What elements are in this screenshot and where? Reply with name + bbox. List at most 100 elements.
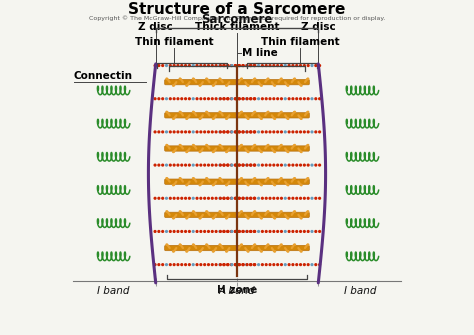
Circle shape — [260, 184, 263, 186]
Circle shape — [161, 197, 164, 200]
Circle shape — [234, 64, 237, 67]
Circle shape — [219, 163, 222, 167]
Circle shape — [180, 230, 183, 233]
Circle shape — [219, 263, 221, 266]
Circle shape — [295, 230, 298, 233]
Circle shape — [260, 150, 263, 153]
Circle shape — [157, 64, 161, 67]
Circle shape — [268, 263, 272, 266]
Circle shape — [237, 97, 241, 100]
Circle shape — [176, 163, 180, 167]
Circle shape — [249, 263, 253, 266]
Circle shape — [165, 144, 168, 147]
Circle shape — [157, 97, 161, 100]
Circle shape — [300, 117, 303, 120]
Circle shape — [253, 97, 256, 100]
Circle shape — [283, 64, 287, 67]
Circle shape — [303, 130, 306, 134]
Circle shape — [318, 263, 321, 266]
Circle shape — [249, 130, 252, 134]
Circle shape — [184, 230, 187, 233]
Text: Thin filament: Thin filament — [261, 37, 339, 47]
Circle shape — [219, 130, 221, 134]
Circle shape — [234, 130, 237, 134]
Circle shape — [180, 263, 183, 266]
Circle shape — [226, 163, 229, 167]
Circle shape — [254, 144, 256, 147]
Circle shape — [234, 197, 237, 200]
Circle shape — [188, 130, 191, 134]
Circle shape — [199, 130, 202, 134]
Circle shape — [238, 64, 241, 67]
Circle shape — [219, 111, 221, 114]
Circle shape — [165, 97, 168, 100]
Circle shape — [230, 197, 234, 200]
Circle shape — [161, 263, 164, 266]
Circle shape — [267, 177, 270, 180]
Circle shape — [293, 77, 296, 80]
Circle shape — [227, 230, 229, 233]
Circle shape — [165, 77, 168, 80]
Circle shape — [238, 97, 241, 100]
Circle shape — [215, 197, 218, 200]
Circle shape — [303, 64, 306, 67]
Circle shape — [272, 64, 275, 67]
Text: Thick filament: Thick filament — [195, 22, 279, 32]
Circle shape — [292, 163, 294, 167]
Circle shape — [225, 84, 228, 87]
Circle shape — [299, 64, 302, 67]
Circle shape — [254, 210, 256, 213]
Circle shape — [205, 243, 208, 246]
Circle shape — [169, 97, 172, 100]
Circle shape — [261, 97, 264, 100]
Circle shape — [307, 64, 310, 67]
Circle shape — [246, 230, 249, 233]
Circle shape — [293, 210, 296, 213]
Text: Copyright © The McGraw-Hill Companies, Inc. Permission required for reproduction: Copyright © The McGraw-Hill Companies, I… — [89, 16, 385, 21]
Circle shape — [280, 64, 283, 67]
Circle shape — [169, 197, 172, 200]
Circle shape — [227, 197, 229, 200]
Circle shape — [180, 163, 183, 167]
Circle shape — [310, 263, 314, 266]
Circle shape — [273, 84, 276, 87]
Circle shape — [219, 97, 221, 100]
Circle shape — [230, 230, 233, 233]
Circle shape — [180, 130, 183, 134]
Circle shape — [260, 250, 263, 253]
Circle shape — [207, 97, 210, 100]
Circle shape — [157, 130, 161, 134]
Circle shape — [165, 111, 168, 114]
FancyBboxPatch shape — [164, 146, 310, 151]
Circle shape — [303, 263, 306, 266]
Circle shape — [300, 150, 303, 153]
Circle shape — [261, 197, 264, 200]
FancyBboxPatch shape — [164, 245, 310, 251]
Circle shape — [267, 111, 270, 114]
Circle shape — [176, 197, 180, 200]
Circle shape — [219, 230, 222, 233]
Circle shape — [215, 97, 218, 100]
Circle shape — [299, 197, 302, 200]
Circle shape — [303, 163, 306, 167]
Circle shape — [242, 97, 245, 100]
Circle shape — [241, 230, 245, 233]
Circle shape — [230, 130, 234, 134]
Circle shape — [314, 130, 318, 134]
Circle shape — [299, 263, 302, 266]
Circle shape — [222, 263, 225, 266]
Circle shape — [169, 163, 172, 167]
Circle shape — [226, 197, 229, 200]
Circle shape — [191, 97, 195, 100]
Circle shape — [195, 97, 199, 100]
Circle shape — [157, 163, 161, 167]
Circle shape — [247, 250, 250, 253]
Circle shape — [222, 97, 225, 100]
Circle shape — [260, 217, 263, 219]
Circle shape — [295, 97, 298, 100]
Circle shape — [247, 184, 250, 186]
Circle shape — [307, 177, 310, 180]
Circle shape — [188, 64, 191, 67]
Circle shape — [223, 230, 226, 233]
Circle shape — [192, 210, 195, 213]
